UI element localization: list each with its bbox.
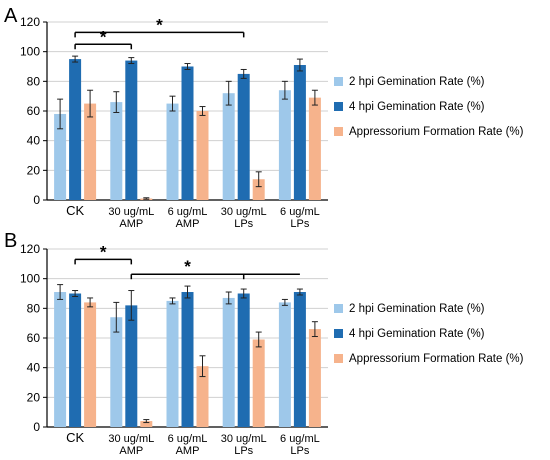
bar — [125, 60, 138, 200]
bar — [278, 90, 291, 200]
significance-star: * — [100, 242, 107, 261]
y-tick-label: 40 — [27, 361, 41, 375]
x-tick-label: 30 ug/mL AMP — [108, 206, 154, 230]
bar — [69, 59, 82, 201]
bar — [237, 73, 250, 200]
y-tick-label: 120 — [20, 242, 40, 256]
significance-star: * — [156, 15, 163, 34]
bar — [69, 293, 82, 427]
legend-swatch — [334, 329, 343, 338]
y-tick-label: 20 — [27, 163, 41, 177]
bar — [84, 302, 97, 427]
bar — [166, 103, 179, 200]
legend-swatch — [334, 102, 343, 111]
x-tick-label: 30 ug/mL LPs — [221, 206, 267, 230]
panel-label: B — [4, 230, 17, 252]
y-tick-label: 80 — [27, 74, 41, 88]
x-tick-label: 6 ug/mL LPs — [280, 433, 320, 457]
x-tick-label: 30 ug/mL AMP — [108, 433, 154, 457]
y-tick-label: 40 — [27, 134, 41, 148]
bar — [252, 179, 265, 200]
bar — [308, 97, 321, 200]
significance-star: * — [100, 27, 107, 46]
legend-swatch — [334, 127, 343, 136]
bar — [181, 292, 194, 427]
bar — [278, 302, 291, 427]
legend-label: 2 hpi Gemination Rate (%) — [349, 76, 485, 88]
bar — [54, 292, 67, 427]
legend-swatch — [334, 77, 343, 86]
bar — [54, 113, 67, 200]
legend: 2 hpi Gemination Rate (%) 4 hpi Geminatio… — [334, 76, 524, 138]
chart-panel-b: B 0 20 40 60 80 100 120 CK 30 ug/mL AMP 6 ug/mL AMP 3… — [4, 230, 524, 457]
bar — [125, 305, 138, 427]
legend-label: 4 hpi Gemination Rate (%) — [349, 328, 485, 340]
bar — [84, 103, 97, 200]
bar — [110, 317, 123, 427]
legend: 2 hpi Gemination Rate (%) 4 hpi Geminatio… — [334, 303, 524, 365]
y-tick-label: 100 — [20, 272, 40, 286]
legend-swatch — [334, 304, 343, 313]
bar — [237, 293, 250, 427]
y-tick-label: 120 — [20, 15, 40, 29]
y-tick-label: 0 — [33, 193, 40, 207]
bar — [181, 66, 194, 200]
bar — [222, 297, 235, 427]
panel-label: A — [4, 5, 18, 27]
bar — [166, 300, 179, 427]
bar — [110, 102, 123, 200]
legend-label: 2 hpi Gemination Rate (%) — [349, 303, 485, 315]
y-tick-label: 20 — [27, 390, 41, 404]
y-tick-label: 100 — [20, 45, 40, 59]
significance-star: * — [184, 257, 191, 276]
bar — [196, 366, 209, 427]
x-tick-label: 6 ug/mL AMP — [168, 433, 208, 457]
legend-label: 4 hpi Gemination Rate (%) — [349, 101, 485, 113]
legend-label: Appressorium Formation Rate (%) — [349, 353, 524, 365]
y-tick-label: 0 — [33, 420, 40, 434]
bar — [252, 339, 265, 427]
y-tick-label: 80 — [27, 301, 41, 315]
x-tick-label: 6 ug/mL LPs — [280, 206, 320, 230]
chart-panel-a: A 0 20 40 60 80 100 120 CK 30 ug/mL AMP 6 ug/mL AMP 3… — [4, 5, 524, 230]
bar — [293, 65, 306, 201]
bar — [308, 329, 321, 427]
x-tick-label: CK — [66, 430, 84, 445]
bar — [293, 292, 306, 427]
x-tick-label: 30 ug/mL LPs — [221, 433, 267, 457]
legend-swatch — [334, 354, 343, 363]
bar — [140, 421, 153, 427]
x-tick-label: 6 ug/mL AMP — [168, 206, 208, 230]
legend-label: Appressorium Formation Rate (%) — [349, 126, 524, 138]
bar — [196, 111, 209, 200]
bar — [222, 93, 235, 200]
y-tick-label: 60 — [27, 104, 41, 118]
y-tick-label: 60 — [27, 331, 41, 345]
x-tick-label: CK — [66, 203, 84, 218]
